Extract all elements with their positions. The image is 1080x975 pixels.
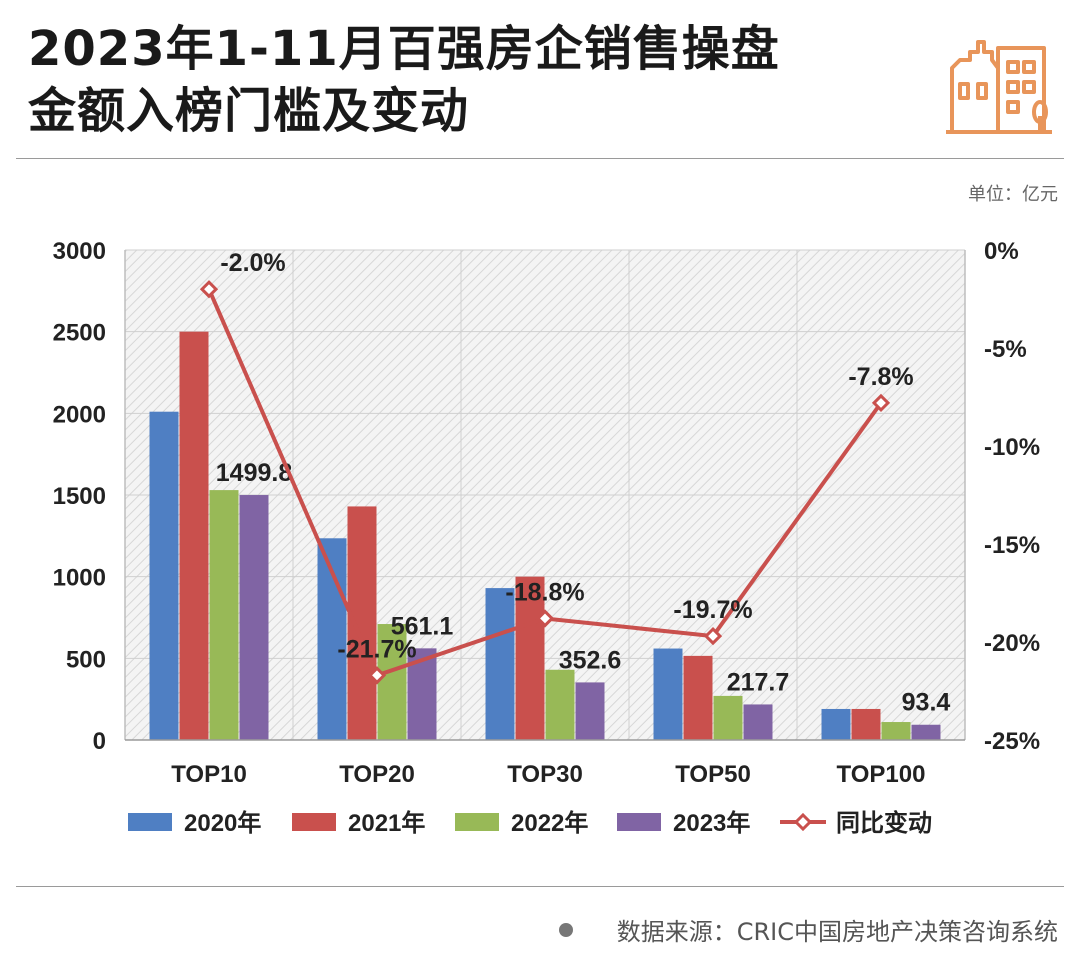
bar-data-label: 561.1 <box>391 612 454 640</box>
x-tick-label: TOP10 <box>171 761 247 788</box>
bar-TOP10-2022年 <box>209 490 239 740</box>
yoy-marker <box>199 280 219 299</box>
yoy-data-label: -21.7% <box>337 635 416 663</box>
bar-TOP30-2023年 <box>575 682 605 740</box>
header-divider <box>16 158 1064 159</box>
source-text: 数据来源：CRIC中国房地产决策咨询系统 <box>616 918 1058 946</box>
unit-label: 单位：亿元 <box>968 184 1058 205</box>
bar-data-label: 1499.8 <box>216 459 293 487</box>
yoy-data-label: -2.0% <box>220 249 285 277</box>
y-tick-label: 3000 <box>53 238 106 265</box>
bar-TOP30-2021年 <box>515 576 545 740</box>
bar-TOP20-2022年 <box>377 624 407 740</box>
y2-tick-label: -15% <box>984 532 1040 559</box>
yoy-marker <box>367 666 387 685</box>
y-tick-label: 2000 <box>53 401 106 428</box>
bar-data-label: 217.7 <box>727 668 790 696</box>
page-title: 2023年1-11月百强房企销售操盘 金额入榜门槛及变动 <box>28 18 780 142</box>
y-tick-label: 2500 <box>53 320 106 347</box>
bar-data-label: 93.4 <box>902 689 951 717</box>
y-tick-label: 0 <box>93 728 106 755</box>
y-tick-label: 1000 <box>53 565 106 592</box>
bar-TOP10-2023年 <box>239 495 269 740</box>
bar-TOP50-2021年 <box>683 655 713 740</box>
yoy-data-label: -7.8% <box>848 363 913 391</box>
legend-swatch <box>292 813 336 831</box>
title-line-2: 金额入榜门槛及变动 <box>28 83 470 139</box>
bar-TOP50-2020年 <box>653 648 683 740</box>
legend-label: 2020年 <box>184 809 261 837</box>
yoy-marker <box>535 609 555 628</box>
bullet-icon <box>558 922 573 937</box>
bar-TOP100-2023年 <box>911 724 941 740</box>
bar-TOP100-2020年 <box>821 708 851 740</box>
bar-TOP30-2020年 <box>485 588 515 740</box>
x-tick-label: TOP50 <box>675 761 751 788</box>
y-tick-label: 1500 <box>53 483 106 510</box>
legend-label: 2022年 <box>511 809 588 837</box>
y2-tick-label: -20% <box>984 630 1040 657</box>
chart: 1499.8 561.1 352.6 217.7 93.4 -2.0% -21.7% -18… <box>53 238 1040 837</box>
y2-tick-label: 0% <box>984 238 1019 265</box>
legend-label: 同比变动 <box>836 809 932 837</box>
bar-TOP50-2023年 <box>743 704 773 740</box>
bar-TOP20-2021年 <box>347 506 377 740</box>
legend-swatch <box>617 813 661 831</box>
bar-TOP100-2022年 <box>881 722 911 740</box>
bar-TOP100-2021年 <box>851 708 881 740</box>
yoy-marker <box>871 393 891 413</box>
y2-tick-label: -10% <box>984 434 1040 461</box>
legend-swatch <box>128 813 172 831</box>
footer-divider <box>16 886 1064 887</box>
legend-label: 2023年 <box>673 809 750 837</box>
building-icon <box>946 40 1052 134</box>
yoy-data-label: -18.8% <box>505 578 584 606</box>
chart-legend: 2020年 2021年 2022年 2023年 同比变动 <box>128 809 932 837</box>
x-tick-label: TOP100 <box>837 761 926 788</box>
y2-tick-label: -25% <box>984 728 1040 755</box>
title-line-1: 2023年1-11月百强房企销售操盘 <box>28 21 780 77</box>
legend-swatch <box>455 813 499 831</box>
bar-data-label: 352.6 <box>559 646 622 674</box>
x-tick-label: TOP20 <box>339 761 415 788</box>
bar-TOP50-2022年 <box>713 695 743 740</box>
y-tick-label: 500 <box>66 646 106 673</box>
bar-TOP30-2022年 <box>545 669 575 740</box>
yoy-marker <box>703 626 723 646</box>
legend-label: 2021年 <box>348 809 425 837</box>
y2-tick-label: -5% <box>984 336 1027 363</box>
bar-TOP10-2021年 <box>179 331 209 740</box>
x-tick-label: TOP30 <box>507 761 583 788</box>
bar-TOP10-2020年 <box>149 411 179 740</box>
yoy-data-label: -19.7% <box>673 596 752 624</box>
data-source: 数据来源：CRIC中国房地产决策咨询系统 <box>558 912 1058 947</box>
legend-diamond-icon <box>793 812 813 832</box>
